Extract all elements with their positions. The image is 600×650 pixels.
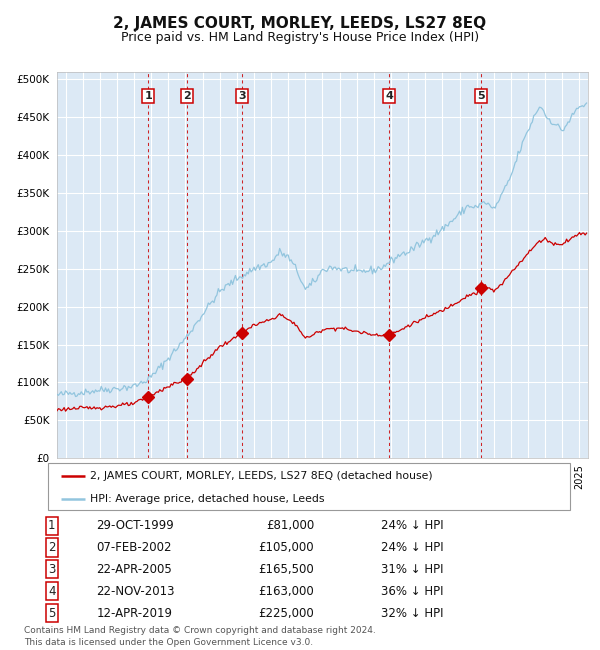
Text: £105,000: £105,000 xyxy=(259,541,314,554)
Text: 1: 1 xyxy=(48,519,56,532)
Text: 36% ↓ HPI: 36% ↓ HPI xyxy=(381,585,443,598)
Text: 22-NOV-2013: 22-NOV-2013 xyxy=(97,585,175,598)
Text: 24% ↓ HPI: 24% ↓ HPI xyxy=(381,519,444,532)
Text: HPI: Average price, detached house, Leeds: HPI: Average price, detached house, Leed… xyxy=(90,493,324,504)
Text: 4: 4 xyxy=(48,585,56,598)
Text: 24% ↓ HPI: 24% ↓ HPI xyxy=(381,541,444,554)
Text: 4: 4 xyxy=(385,91,393,101)
Text: 2, JAMES COURT, MORLEY, LEEDS, LS27 8EQ (detached house): 2, JAMES COURT, MORLEY, LEEDS, LS27 8EQ … xyxy=(90,471,433,481)
Text: 07-FEB-2002: 07-FEB-2002 xyxy=(97,541,172,554)
Text: £165,500: £165,500 xyxy=(259,563,314,576)
Text: 3: 3 xyxy=(48,563,56,576)
FancyBboxPatch shape xyxy=(48,463,570,510)
Text: 32% ↓ HPI: 32% ↓ HPI xyxy=(381,606,443,619)
Text: 3: 3 xyxy=(238,91,246,101)
Text: 2: 2 xyxy=(48,541,56,554)
Text: 12-APR-2019: 12-APR-2019 xyxy=(97,606,173,619)
Text: £81,000: £81,000 xyxy=(266,519,314,532)
Text: 22-APR-2005: 22-APR-2005 xyxy=(97,563,172,576)
Text: £163,000: £163,000 xyxy=(259,585,314,598)
Text: Contains HM Land Registry data © Crown copyright and database right 2024.
This d: Contains HM Land Registry data © Crown c… xyxy=(24,626,376,647)
Text: 1: 1 xyxy=(145,91,152,101)
Text: Price paid vs. HM Land Registry's House Price Index (HPI): Price paid vs. HM Land Registry's House … xyxy=(121,31,479,44)
Text: 2, JAMES COURT, MORLEY, LEEDS, LS27 8EQ: 2, JAMES COURT, MORLEY, LEEDS, LS27 8EQ xyxy=(113,16,487,31)
Text: 29-OCT-1999: 29-OCT-1999 xyxy=(97,519,174,532)
Text: 31% ↓ HPI: 31% ↓ HPI xyxy=(381,563,443,576)
Text: 2: 2 xyxy=(184,91,191,101)
Text: £225,000: £225,000 xyxy=(259,606,314,619)
Text: 5: 5 xyxy=(48,606,56,619)
Text: 5: 5 xyxy=(478,91,485,101)
